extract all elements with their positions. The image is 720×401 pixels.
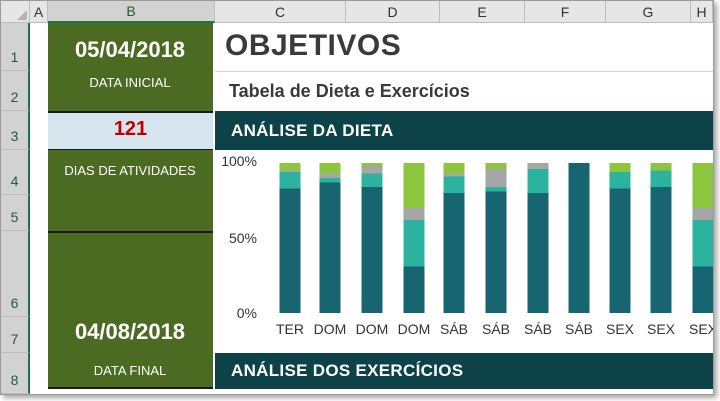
end-date-value: 04/08/2018 (74, 319, 186, 344)
row-header-4[interactable]: 4 (1, 150, 30, 195)
bar-segment-9-series-2[interactable] (609, 172, 631, 189)
bar-segment-1-series-2[interactable] (279, 172, 301, 189)
row-header-1[interactable]: 1 (1, 23, 30, 71)
diet-chart[interactable]: 100% 50% 0% TER DOM DOM DOM SÁB SÁB SÁB SÁB SEX S… (215, 150, 713, 353)
bar-segment-3-series-3[interactable] (361, 166, 383, 174)
row-header-7[interactable]: 7 (1, 317, 30, 353)
bar-segment-4-series-2[interactable] (403, 220, 425, 267)
bar-segment-10-series-1[interactable] (650, 187, 672, 313)
column-header-g[interactable]: G (606, 1, 691, 23)
y-tick-50: 50% (228, 230, 257, 246)
x-tick-label: SÁB (564, 321, 593, 337)
bar-segment-7-series-1[interactable] (527, 193, 549, 313)
row-divider (215, 71, 713, 72)
bar-segment-3-series-1[interactable] (361, 187, 383, 313)
bar-segment-9-series-1[interactable] (609, 188, 631, 314)
x-tick-label: SEX (605, 321, 634, 337)
column-header-d[interactable]: D (346, 1, 440, 23)
end-date-panel[interactable] (48, 231, 213, 389)
select-all-corner[interactable] (1, 1, 30, 23)
diet-analysis-label: ANÁLISE DA DIETA (231, 120, 394, 140)
days-label: DIAS DE ATIVIDADES (64, 163, 196, 178)
bar-segment-10-series-2[interactable] (650, 170, 672, 188)
bar-segment-2-series-3[interactable] (319, 173, 341, 179)
x-tick-label: TER (276, 321, 304, 337)
spreadsheet-window: A B C D E F G H 1 2 3 4 5 6 7 8 05/04/20… (0, 0, 714, 395)
bar-segment-4-series-1[interactable] (403, 266, 425, 314)
bar-segment-7-series-2[interactable] (527, 169, 549, 193)
column-header-b[interactable]: B (48, 1, 215, 23)
bar-segment-2-series-4[interactable] (319, 163, 341, 174)
bar-segment-4-series-3[interactable] (403, 208, 425, 220)
row-header-5[interactable]: 5 (1, 195, 30, 231)
x-tick-label: DOM (355, 321, 389, 337)
column-header-c[interactable]: C (215, 1, 346, 23)
row-header-2[interactable]: 2 (1, 71, 30, 111)
bar-segment-1-series-4[interactable] (279, 163, 301, 171)
diet-chart-plot (279, 163, 714, 314)
x-tick-label: SÁB (439, 321, 468, 337)
select-all-triangle (17, 10, 27, 20)
row-header-6[interactable]: 6 (1, 231, 30, 317)
column-header-f[interactable]: F (525, 1, 606, 23)
bar-segment-8-series-1[interactable] (568, 163, 590, 313)
page-subtitle: Tabela de Dieta e Exercícios (229, 81, 470, 101)
x-tick-label: SEX (688, 321, 713, 337)
start-date-label: DATA INICIAL (89, 75, 171, 90)
exercise-analysis-header[interactable]: ANÁLISE DOS EXERCÍCIOS (215, 353, 713, 389)
x-tick-label: SÁB (523, 321, 552, 337)
column-header-h[interactable]: H (691, 1, 713, 23)
exercise-analysis-label: ANÁLISE DOS EXERCÍCIOS (231, 361, 464, 380)
days-count-value: 121 (113, 118, 148, 140)
bar-segment-11-series-4[interactable] (692, 163, 714, 208)
bar-segment-3-series-4[interactable] (361, 163, 383, 166)
days-count-cell[interactable] (48, 111, 213, 150)
row-header-8[interactable]: 8 (1, 353, 30, 394)
bar-segment-4-series-4[interactable] (403, 163, 425, 208)
column-header-e[interactable]: E (440, 1, 525, 23)
bar-segment-9-series-4[interactable] (609, 163, 631, 172)
bar-segment-5-series-2[interactable] (443, 176, 465, 194)
y-tick-0: 0% (236, 305, 257, 321)
days-label-panel[interactable] (48, 150, 213, 231)
bar-segment-6-series-3[interactable] (485, 169, 507, 187)
column-header-a[interactable]: A (30, 1, 48, 23)
start-date-value: 05/04/2018 (74, 37, 186, 62)
bar-segment-2-series-2[interactable] (319, 178, 341, 183)
x-tick-label: DOM (313, 321, 347, 337)
bar-segment-6-series-2[interactable] (485, 187, 507, 192)
y-tick-100: 100% (221, 153, 257, 169)
bar-segment-11-series-3[interactable] (692, 208, 714, 220)
bar-segment-1-series-3[interactable] (279, 170, 301, 173)
bar-segment-5-series-4[interactable] (443, 163, 465, 174)
bar-segment-5-series-1[interactable] (443, 193, 465, 313)
bar-segment-6-series-4[interactable] (485, 163, 507, 169)
end-date-label: DATA FINAL (93, 363, 167, 378)
diet-analysis-header[interactable]: ANÁLISE DA DIETA (215, 111, 713, 150)
bar-segment-11-series-2[interactable] (692, 220, 714, 267)
bar-segment-5-series-3[interactable] (443, 173, 465, 177)
bar-segment-6-series-1[interactable] (485, 191, 507, 314)
bar-segment-2-series-1[interactable] (319, 182, 341, 314)
bar-segment-1-series-1[interactable] (279, 188, 301, 314)
x-tick-label: DOM (397, 321, 431, 337)
bar-segment-3-series-2[interactable] (361, 173, 383, 188)
x-tick-label: SÁB (481, 321, 510, 337)
bar-segment-11-series-1[interactable] (692, 266, 714, 314)
bar-segment-7-series-3[interactable] (527, 163, 549, 169)
page-title: OBJETIVOS (225, 29, 402, 62)
row-header-3[interactable]: 3 (1, 111, 30, 150)
x-tick-label: SEX (646, 321, 675, 337)
start-date-panel[interactable] (48, 23, 213, 111)
bar-segment-10-series-4[interactable] (650, 163, 672, 171)
